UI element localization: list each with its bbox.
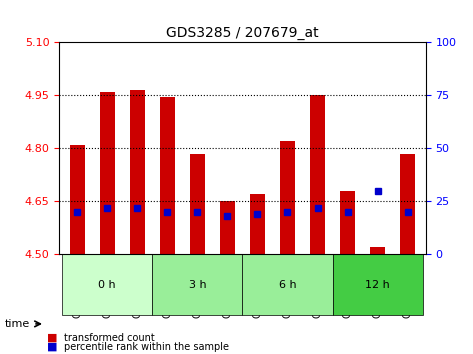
Bar: [340, 191, 355, 255]
FancyBboxPatch shape: [333, 255, 423, 315]
Bar: [370, 247, 385, 255]
FancyBboxPatch shape: [243, 255, 333, 315]
Bar: [220, 201, 235, 255]
Bar: [70, 145, 85, 255]
Title: GDS3285 / 207679_at: GDS3285 / 207679_at: [166, 26, 319, 40]
Text: 6 h: 6 h: [279, 280, 296, 290]
FancyBboxPatch shape: [62, 255, 152, 315]
Bar: [160, 97, 175, 255]
Text: percentile rank within the sample: percentile rank within the sample: [64, 342, 229, 352]
Bar: [100, 92, 115, 255]
Text: transformed count: transformed count: [64, 333, 155, 343]
Text: 0 h: 0 h: [98, 280, 116, 290]
Bar: [190, 154, 205, 255]
Text: ■: ■: [47, 333, 58, 343]
Bar: [280, 141, 295, 255]
Bar: [400, 154, 415, 255]
Bar: [130, 90, 145, 255]
Bar: [310, 96, 325, 255]
Text: ■: ■: [47, 342, 58, 352]
FancyBboxPatch shape: [152, 255, 243, 315]
Text: 12 h: 12 h: [365, 280, 390, 290]
Text: 3 h: 3 h: [189, 280, 206, 290]
Text: time: time: [5, 319, 30, 329]
Bar: [250, 194, 265, 255]
